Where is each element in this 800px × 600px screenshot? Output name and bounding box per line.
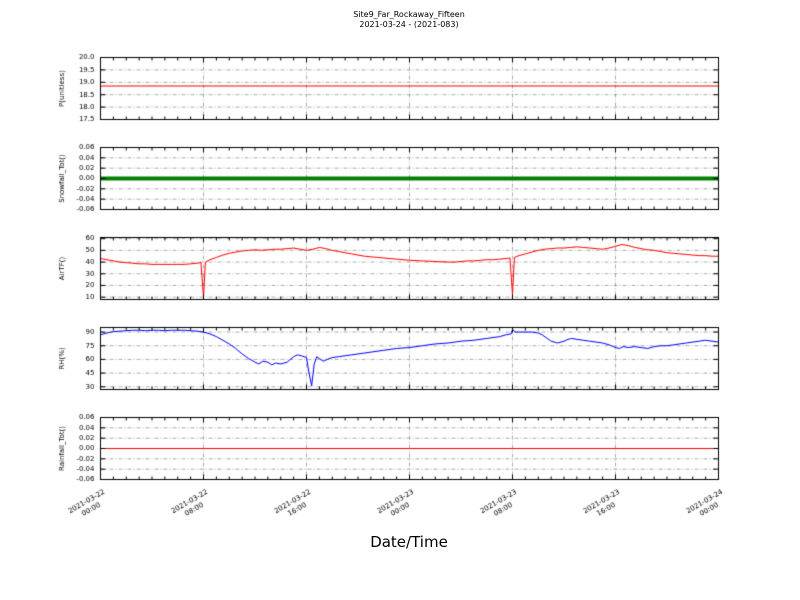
- x-axis-label: Date/Time: [370, 533, 448, 551]
- figure-title-block: Site9_Far_Rockaway_Fifteen 2021-03-24 - …: [0, 10, 800, 30]
- chart-subtitle: 2021-03-24 - (2021-083): [359, 20, 459, 29]
- chart-title: Site9_Far_Rockaway_Fifteen: [353, 10, 465, 19]
